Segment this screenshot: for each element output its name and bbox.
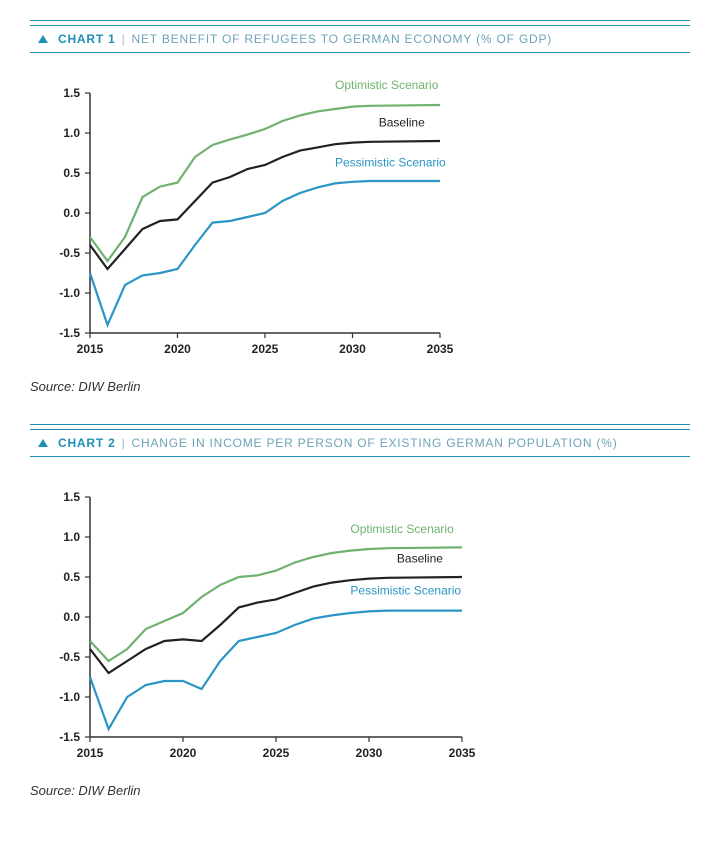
- x-tick-label: 2025: [263, 746, 290, 760]
- pipe-separator: |: [122, 436, 126, 450]
- y-tick-label: -0.5: [59, 650, 80, 664]
- chart-source: Source: DIW Berlin: [30, 379, 690, 394]
- chart-source: Source: DIW Berlin: [30, 783, 690, 798]
- x-tick-label: 2030: [339, 342, 366, 356]
- y-tick-label: 0.0: [63, 610, 80, 624]
- triangle-up-icon: [38, 439, 48, 447]
- y-tick-label: 1.5: [63, 86, 80, 100]
- chart-header: CHART 2 | CHANGE IN INCOME PER PERSON OF…: [30, 429, 690, 457]
- chart-label: CHART 1: [58, 32, 116, 46]
- chart-plot: -1.5 -1.0 -0.5 0.0 0.5 1.0 1.5 2015 2020 2025 2030…: [30, 457, 690, 777]
- series-label: Pessimistic Scenario: [350, 584, 461, 598]
- y-tick-label: 1.5: [63, 490, 80, 504]
- line-chart: -1.5 -1.0 -0.5 0.0 0.5 1.0 1.5 2015 2020 2025 2030…: [30, 73, 590, 373]
- series-label: Baseline: [379, 116, 425, 130]
- y-tick-label: 0.5: [63, 166, 80, 180]
- x-tick-label: 2030: [356, 746, 383, 760]
- chart-title: CHANGE IN INCOME PER PERSON OF EXISTING …: [132, 436, 618, 450]
- chart-header-rule: [30, 424, 690, 425]
- x-tick-label: 2020: [164, 342, 191, 356]
- y-tick-label: -1.0: [59, 690, 80, 704]
- y-tick-label: 0.5: [63, 570, 80, 584]
- chart-label: CHART 2: [58, 436, 116, 450]
- x-tick-label: 2025: [252, 342, 279, 356]
- y-tick-label: -0.5: [59, 246, 80, 260]
- series-label: Optimistic Scenario: [350, 522, 454, 536]
- chart-plot: -1.5 -1.0 -0.5 0.0 0.5 1.0 1.5 2015 2020 2025 2030…: [30, 53, 690, 373]
- y-tick-label: -1.0: [59, 286, 80, 300]
- x-tick-label: 2015: [77, 746, 104, 760]
- chart-block: CHART 2 | CHANGE IN INCOME PER PERSON OF…: [30, 424, 690, 798]
- y-tick-label: -1.5: [59, 730, 80, 744]
- chart-block: CHART 1 | NET BENEFIT OF REFUGEES TO GER…: [30, 20, 690, 394]
- x-tick-label: 2020: [170, 746, 197, 760]
- y-tick-label: 1.0: [63, 126, 80, 140]
- series-label: Baseline: [397, 552, 443, 566]
- series-label: Pessimistic Scenario: [335, 156, 446, 170]
- chart-header: CHART 1 | NET BENEFIT OF REFUGEES TO GER…: [30, 25, 690, 53]
- series-label: Optimistic Scenario: [335, 78, 439, 92]
- x-tick-label: 2035: [449, 746, 476, 760]
- y-tick-label: 0.0: [63, 206, 80, 220]
- pipe-separator: |: [122, 32, 126, 46]
- x-tick-label: 2035: [427, 342, 454, 356]
- line-chart: -1.5 -1.0 -0.5 0.0 0.5 1.0 1.5 2015 2020 2025 2030…: [30, 477, 612, 777]
- y-tick-label: 1.0: [63, 530, 80, 544]
- chart-header-rule: [30, 20, 690, 21]
- y-tick-label: -1.5: [59, 326, 80, 340]
- triangle-up-icon: [38, 35, 48, 43]
- x-tick-label: 2015: [77, 342, 104, 356]
- chart-title: NET BENEFIT OF REFUGEES TO GERMAN ECONOM…: [132, 32, 553, 46]
